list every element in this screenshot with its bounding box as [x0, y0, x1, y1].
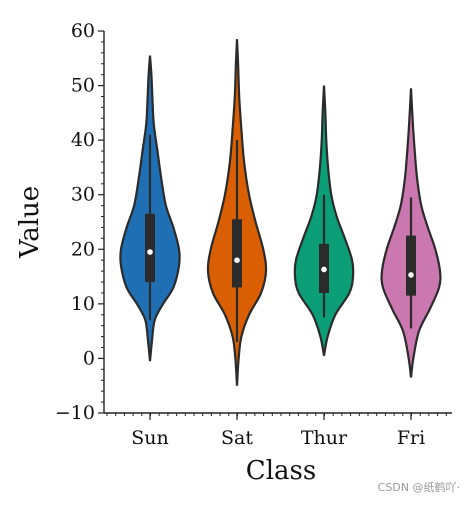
- iqr-box-sat: [232, 219, 242, 288]
- y-tick-label: 40: [71, 129, 95, 151]
- median-point-sat: [234, 257, 240, 264]
- y-tick-label: 20: [71, 238, 95, 260]
- violins-group: [119, 39, 442, 386]
- median-point-sun: [147, 249, 153, 255]
- median-point-fri: [408, 272, 414, 278]
- x-tick-label-thur: Thur: [301, 427, 348, 449]
- y-tick-label: 30: [71, 184, 95, 206]
- y-tick-label: 50: [71, 75, 95, 97]
- iqr-box-fri: [406, 235, 416, 296]
- x-tick-label-sun: Sun: [131, 427, 169, 449]
- watermark-text: CSDN @纸鹤吖·: [377, 481, 460, 494]
- y-tick-label: 0: [83, 347, 95, 369]
- x-axis-title: Class: [246, 456, 316, 486]
- y-tick-label: 10: [71, 293, 95, 315]
- x-tick-label-fri: Fri: [397, 427, 425, 449]
- axes-group: −10 0 10 20 30 40 50 60 Sun Sat Thur Fri: [55, 20, 452, 449]
- y-tick-label: 60: [71, 20, 95, 42]
- median-point-thur: [321, 266, 327, 273]
- y-tick-label: −10: [55, 402, 95, 424]
- x-tick-label-sat: Sat: [221, 427, 253, 449]
- iqr-box-sun: [145, 213, 155, 283]
- y-axis-title: Value: [15, 186, 45, 259]
